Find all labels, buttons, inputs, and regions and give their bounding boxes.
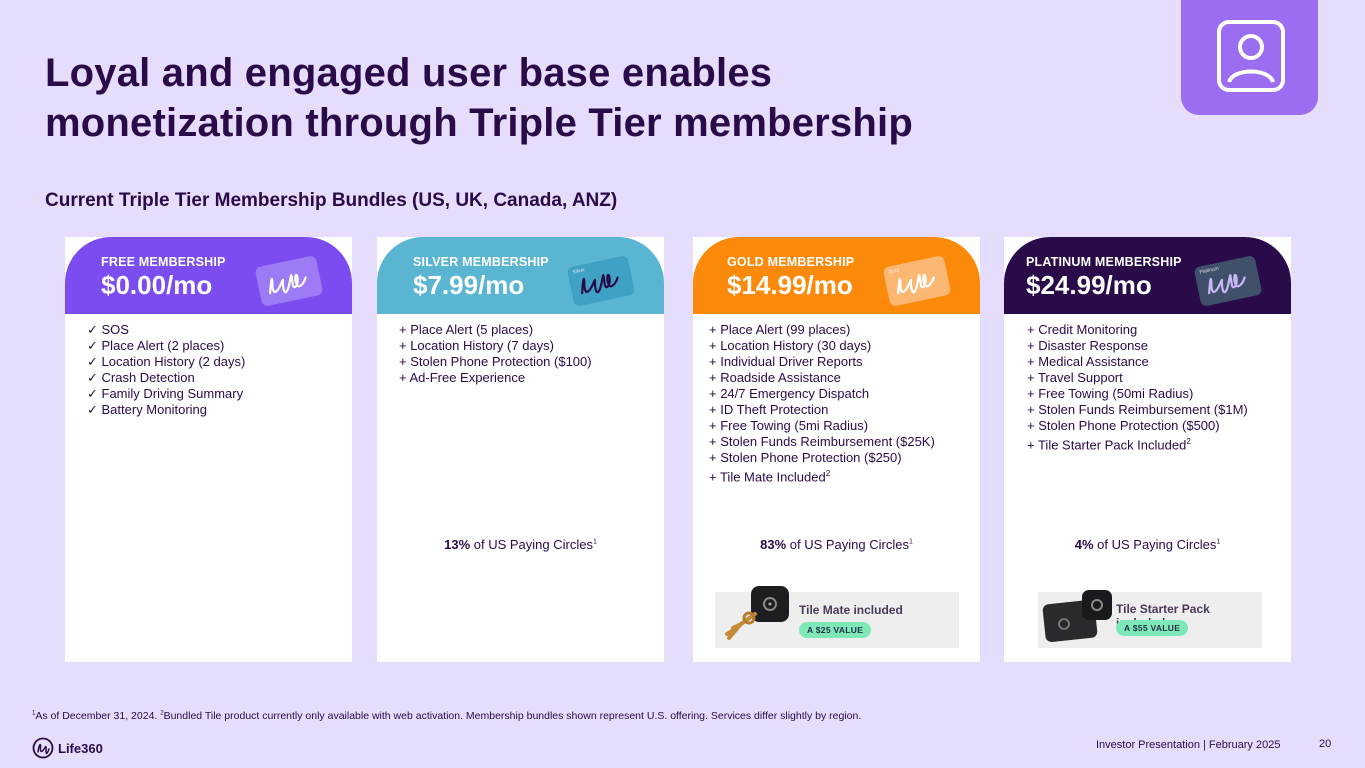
feature-item: + Tile Starter Pack Included2	[1027, 434, 1248, 453]
tier-name: SILVER MEMBERSHIP	[413, 255, 549, 269]
paying-circles-share: 83% of US Paying Circles1	[693, 537, 980, 552]
footer-presentation-label: Investor Presentation | February 2025	[1096, 739, 1281, 751]
feature-list: ✓ SOS ✓ Place Alert (2 places) ✓ Locatio…	[87, 322, 245, 418]
tile-starter-pack-icon	[1042, 590, 1112, 643]
feature-item: + Roadside Assistance	[709, 370, 841, 385]
footnote-mark: 2	[825, 469, 831, 478]
footnote-mark: 1	[908, 538, 913, 546]
feature-item: + Place Alert (99 places)	[709, 322, 851, 337]
feature-item: + Stolen Phone Protection ($100)	[399, 354, 592, 369]
feature-item: + Place Alert (5 places)	[399, 322, 534, 337]
feature-item-text: + Tile Mate Included	[709, 469, 826, 485]
feature-item: + Medical Assistance	[1027, 354, 1149, 369]
feature-item: + Location History (30 days)	[709, 338, 872, 353]
page-number: 20	[1319, 738, 1332, 750]
footnote-mark: 1	[592, 538, 597, 546]
feature-item: + Travel Support	[1027, 370, 1123, 385]
tier-price: $24.99/mo	[1026, 270, 1152, 300]
footnote-text-2: Bundled Tile product currently only avai…	[163, 710, 862, 722]
life360-logo: Life360	[32, 737, 103, 759]
promo-value-badge: A $25 VALUE	[799, 622, 872, 638]
tier-price: $14.99/mo	[727, 270, 853, 300]
feature-item: ✓ Battery Monitoring	[87, 402, 207, 417]
feature-item: ✓ Family Driving Summary	[87, 386, 244, 401]
feature-item: + Ad-Free Experience	[399, 370, 526, 385]
user-profile-icon	[1217, 20, 1285, 92]
feature-item: ✓ Location History (2 days)	[87, 354, 246, 369]
feature-item-text: + Tile Starter Pack Included	[1027, 437, 1187, 453]
paying-circles-share: 13% of US Paying Circles1	[377, 537, 664, 552]
tier-card-gold: GOLD MEMBERSHIP $14.99/mo Gold + Place A…	[693, 237, 980, 662]
life360-logo-icon	[32, 737, 54, 759]
footnote-mark: 2	[1186, 437, 1191, 446]
tile-starter-pack-promo: Tile Starter Pack included A $55 VALUE	[1038, 590, 1262, 648]
tier-card-free: FREE MEMBERSHIP $0.00/mo ✓ SOS ✓ Place A…	[65, 237, 352, 662]
tier-name: FREE MEMBERSHIP	[101, 255, 226, 269]
feature-item: ✓ Place Alert (2 places)	[87, 338, 225, 353]
tile-mate-with-keys-icon	[725, 586, 789, 640]
page-title: Loyal and engaged user base enables mone…	[45, 48, 1045, 148]
share-value: 83%	[760, 537, 787, 552]
page-title-line-1: Loyal and engaged user base enables	[45, 51, 773, 95]
feature-item: + Stolen Funds Reimbursement ($1M)	[1027, 402, 1248, 417]
tier-price: $7.99/mo	[413, 270, 525, 300]
life-membership-card-icon: Gold	[882, 254, 952, 308]
tier-header-gold: GOLD MEMBERSHIP $14.99/mo Gold	[693, 237, 980, 314]
feature-item: + Stolen Funds Reimbursement ($25K)	[709, 434, 935, 449]
footnote-mark: 1	[1216, 538, 1221, 546]
tier-name: PLATINUM MEMBERSHIP	[1026, 255, 1182, 269]
feature-item: + 24/7 Emergency Dispatch	[709, 386, 870, 401]
footnote-mark: 1	[32, 710, 36, 717]
feature-item: + Disaster Response	[1027, 338, 1149, 353]
feature-item: + Location History (7 days)	[399, 338, 554, 353]
feature-item: + Free Towing (5mi Radius)	[709, 418, 869, 433]
tier-card-silver: SILVER MEMBERSHIP $7.99/mo Silver + Plac…	[377, 237, 664, 662]
share-value: 13%	[444, 537, 471, 552]
tier-header-platinum: PLATINUM MEMBERSHIP $24.99/mo Platinum	[1004, 237, 1291, 314]
paying-circles-share: 4% of US Paying Circles1	[1004, 537, 1291, 552]
feature-list: + Credit Monitoring + Disaster Response …	[1027, 322, 1248, 453]
section-subtitle: Current Triple Tier Membership Bundles (…	[45, 190, 618, 211]
feature-item: + Credit Monitoring	[1027, 322, 1138, 337]
footnote-mark: 2	[160, 710, 164, 717]
feature-item: + Free Towing (50mi Radius)	[1027, 386, 1194, 401]
feature-item: + ID Theft Protection	[709, 402, 829, 417]
share-text: of US Paying Circles	[470, 537, 593, 552]
feature-item: ✓ SOS	[87, 322, 129, 337]
share-value: 4%	[1074, 537, 1094, 552]
feature-item: + Stolen Phone Protection ($500)	[1027, 418, 1220, 433]
tier-name: GOLD MEMBERSHIP	[727, 255, 855, 269]
page-title-line-2: monetization through Triple Tier members…	[45, 101, 913, 145]
corner-user-badge	[1181, 0, 1318, 115]
life-membership-card-icon: Platinum	[1193, 254, 1263, 308]
tier-card-platinum: PLATINUM MEMBERSHIP $24.99/mo Platinum +…	[1004, 237, 1291, 662]
footnote: 1As of December 31, 2024. 2Bundled Tile …	[32, 710, 861, 722]
share-text: of US Paying Circles	[1093, 537, 1217, 552]
life-membership-card-icon	[254, 254, 324, 308]
promo-value-badge: A $55 VALUE	[1116, 620, 1189, 636]
promo-title: Tile Mate included	[799, 603, 903, 617]
tier-header-free: FREE MEMBERSHIP $0.00/mo	[65, 237, 352, 314]
footnote-text-1: As of December 31, 2024.	[35, 710, 161, 722]
feature-list: + Place Alert (99 places) + Location His…	[709, 322, 935, 485]
feature-item: + Individual Driver Reports	[709, 354, 863, 369]
logo-text: Life360	[58, 740, 103, 756]
tier-price: $0.00/mo	[101, 270, 213, 300]
feature-item: + Tile Mate Included2	[709, 466, 935, 485]
feature-list: + Place Alert (5 places) + Location Hist…	[399, 322, 592, 386]
tile-mate-promo: Tile Mate included A $25 VALUE	[715, 586, 959, 648]
feature-item: + Stolen Phone Protection ($250)	[709, 450, 902, 465]
share-text: of US Paying Circles	[786, 537, 909, 552]
feature-item: ✓ Crash Detection	[87, 370, 195, 385]
life-membership-card-icon: Silver	[566, 254, 636, 308]
tier-header-silver: SILVER MEMBERSHIP $7.99/mo Silver	[377, 237, 664, 314]
